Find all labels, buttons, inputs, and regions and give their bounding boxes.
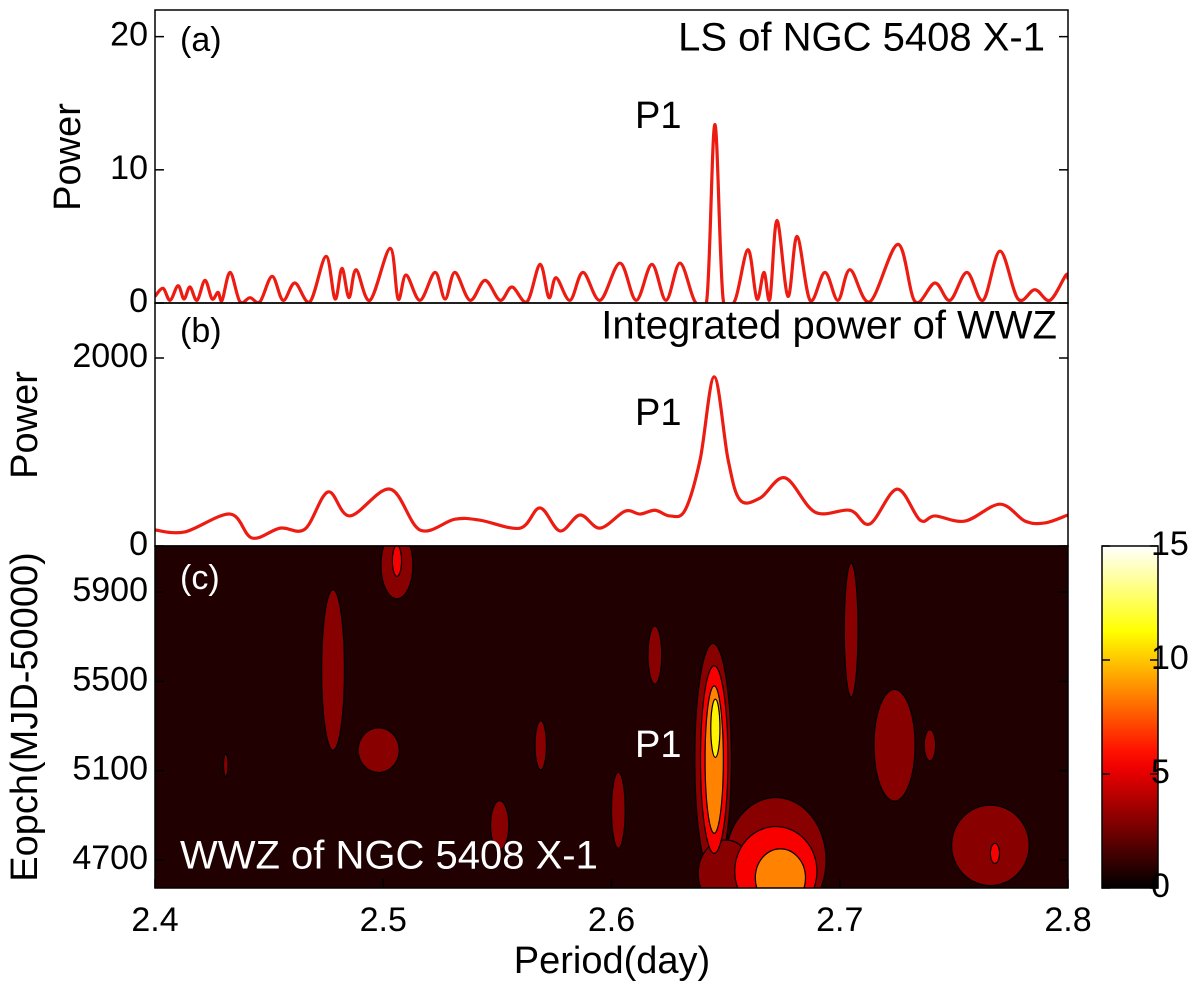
annotation: P1 [635,392,681,434]
x-tick-label: 2.5 [360,901,407,939]
panel-label: (c) [180,559,220,597]
y-tick-label: 4700 [72,839,148,877]
data-line [155,122,1068,303]
panel-title: WWZ of NGC 5408 X-1 [180,834,598,878]
contour-region [754,848,807,888]
y-axis-label: Power [47,103,89,211]
y-tick-label: 0 [129,282,148,320]
y-tick-label: 10 [110,149,148,187]
colorbar-tick-label: 5 [1151,753,1170,791]
panel-title: LS of NGC 5408 X-1 [678,16,1045,60]
contour-region [923,729,937,762]
contour-region [989,842,1001,865]
plot-area [155,546,1068,888]
y-tick-label: 20 [110,16,148,54]
plot-area [155,375,1068,540]
y-axis-label: Eopch(MJD-50000) [4,552,46,881]
y-tick-label: 0 [129,525,148,563]
annotation: P1 [635,724,681,766]
data-line [155,375,1068,540]
y-tick-label: 2000 [72,337,148,375]
contour-region [391,546,403,577]
contour-region [610,771,626,849]
contour-region [950,804,1030,887]
x-tick-label: 2.8 [1044,901,1091,939]
colorbar-tick-label: 10 [1151,639,1189,677]
contour-background [155,546,1068,888]
plot-area [155,122,1068,303]
contour-region [489,800,510,851]
panel-title: Integrated power of WWZ [601,304,1057,348]
contour-region [222,753,229,777]
x-tick-label: 2.7 [816,901,863,939]
colorbar-tick-label: 15 [1151,525,1189,563]
colorbar [1101,545,1159,889]
y-tick-label: 5900 [72,571,148,609]
annotation: P1 [635,95,681,137]
contour-region [357,727,400,774]
contour-region [647,625,663,685]
contour-region [873,688,916,802]
y-tick-label: 5100 [72,750,148,788]
x-tick-label: 2.4 [131,901,178,939]
contour-region [321,588,346,751]
y-tick-label: 5500 [72,660,148,698]
contour-region [534,720,548,771]
panel-label: (a) [180,21,222,59]
contour-region [843,562,859,698]
x-axis-label: Period(day) [514,940,710,982]
contour-region [710,698,721,758]
colorbar-tick-label: 0 [1151,867,1170,905]
panel-label: (b) [180,312,222,350]
x-tick-label: 2.6 [588,901,635,939]
y-axis-label: Power [4,371,46,479]
